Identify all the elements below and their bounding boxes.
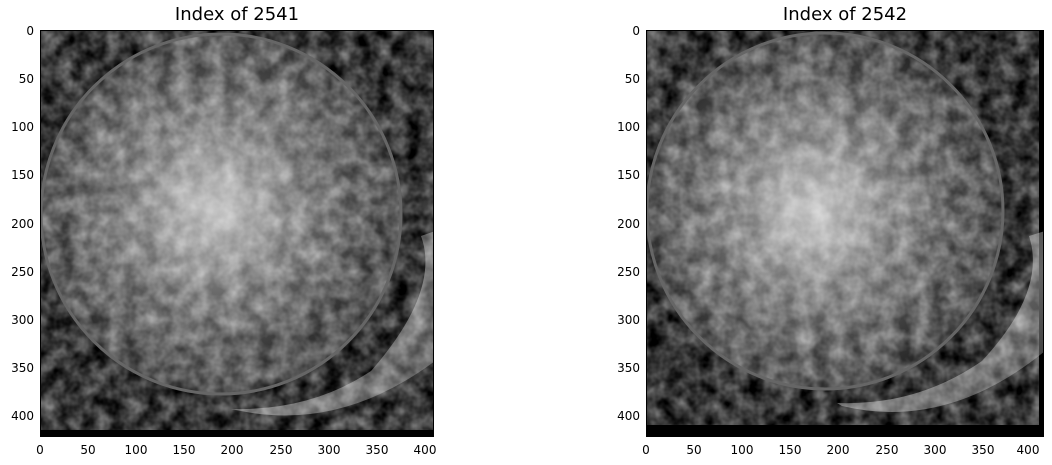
- y-tick-label: 150: [617, 168, 640, 182]
- y-tick-label: 100: [617, 120, 640, 134]
- x-tick-label: 200: [220, 443, 244, 457]
- x-tick-label: 300: [317, 443, 341, 457]
- y-tick-label: 400: [617, 409, 640, 423]
- y-tick-label: 350: [11, 361, 34, 375]
- x-tick-label: 250: [269, 443, 293, 457]
- y-tick-label: 100: [11, 120, 34, 134]
- y-tick-label: 0: [632, 24, 640, 38]
- y-tick-label: 0: [26, 24, 34, 38]
- panel-left: Index of 2541: [0, 0, 460, 465]
- x-tick-label: 400: [413, 443, 437, 457]
- y-tick-label: 200: [617, 217, 640, 231]
- x-tick-label: 250: [875, 443, 899, 457]
- x-tick-label: 300: [923, 443, 947, 457]
- microscopy-image-left: [41, 31, 433, 436]
- y-tick-label: 400: [11, 409, 34, 423]
- x-tick-label: 0: [642, 443, 650, 457]
- x-tick-label: 0: [36, 443, 44, 457]
- x-tick-label: 350: [971, 443, 995, 457]
- y-tick-label: 350: [617, 361, 640, 375]
- y-tick-label: 250: [617, 265, 640, 279]
- x-tick-label: 50: [686, 443, 702, 457]
- y-tick-label: 300: [11, 313, 34, 327]
- y-tick-label: 150: [11, 168, 34, 182]
- x-tick-label: 400: [1016, 443, 1040, 457]
- x-tick-label: 50: [80, 443, 96, 457]
- panel-title: Index of 2541: [174, 4, 300, 25]
- panel-title: Index of 2542: [782, 4, 908, 25]
- image-plot-right: [646, 30, 1044, 437]
- x-tick-label: 150: [778, 443, 802, 457]
- panel-right: Index of 2542: [606, 0, 1052, 465]
- image-plot-left: [40, 30, 434, 437]
- microscopy-image-right: [647, 31, 1043, 436]
- y-tick-label: 300: [617, 313, 640, 327]
- y-tick-label: 50: [624, 72, 640, 86]
- x-tick-label: 100: [124, 443, 148, 457]
- y-tick-label: 250: [11, 265, 34, 279]
- x-tick-label: 100: [730, 443, 754, 457]
- y-tick-label: 50: [18, 72, 34, 86]
- x-tick-label: 150: [172, 443, 196, 457]
- x-tick-label: 350: [365, 443, 389, 457]
- x-tick-label: 200: [826, 443, 850, 457]
- y-tick-label: 200: [11, 217, 34, 231]
